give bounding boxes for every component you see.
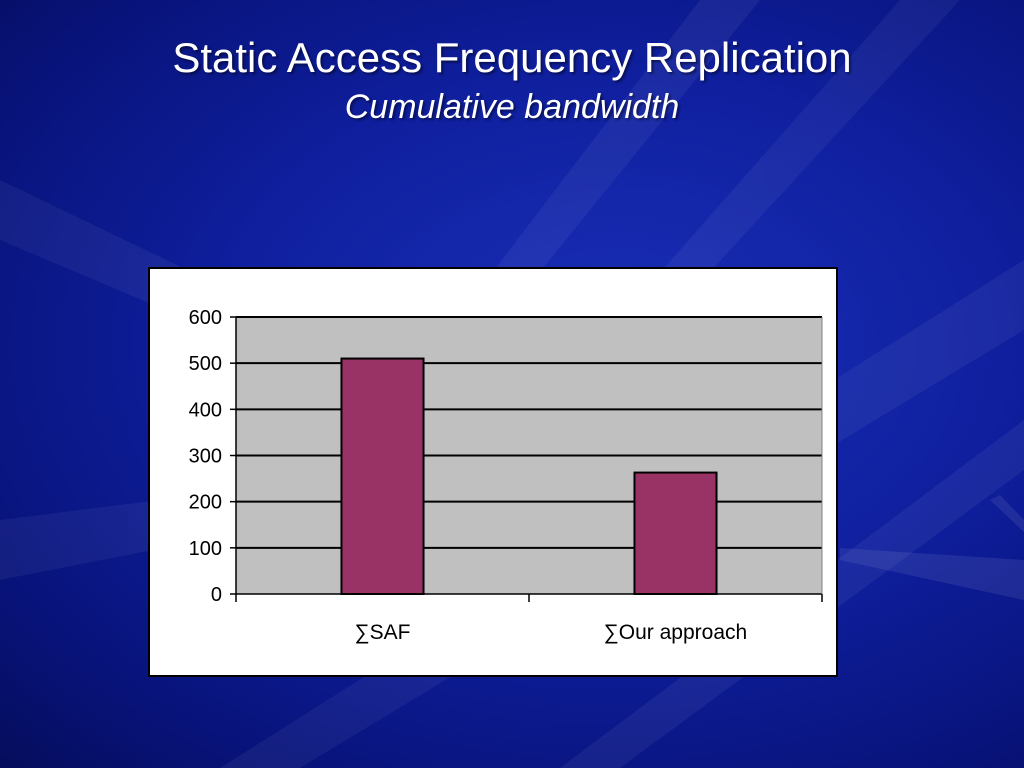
bar-2 bbox=[633, 471, 718, 595]
y-tick-label: 300 bbox=[189, 446, 222, 468]
bar-1 bbox=[340, 357, 425, 595]
slide-title: Static Access Frequency Replication bbox=[172, 34, 852, 81]
y-tick-label: 400 bbox=[189, 399, 222, 421]
x-category-label: ∑Our approach bbox=[604, 621, 747, 644]
y-tick-label: 600 bbox=[189, 307, 222, 329]
y-tick-label: 0 bbox=[211, 584, 222, 606]
x-category-label: ∑SAF bbox=[355, 621, 411, 644]
bar-chart: 0 100 200 300 400 500 600 ∑SAF ∑Our approach bbox=[189, 307, 823, 644]
chart-frame: 0 100 200 300 400 500 600 ∑SAF ∑Our approach bbox=[148, 267, 838, 677]
y-tick-label: 500 bbox=[189, 353, 222, 375]
slide-subtitle: Cumulative bandwidth bbox=[344, 88, 680, 126]
y-tick-label: 200 bbox=[189, 492, 222, 514]
y-tick-label: 100 bbox=[189, 538, 222, 560]
